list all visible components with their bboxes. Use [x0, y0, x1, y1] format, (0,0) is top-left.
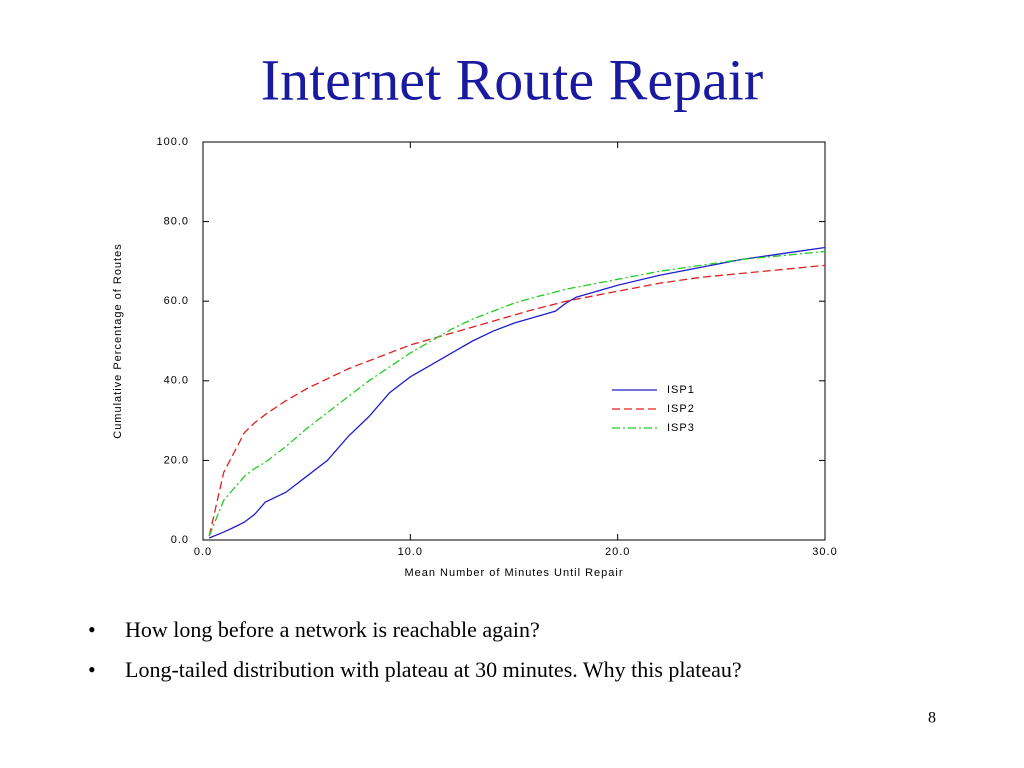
legend-label: ISP2 [667, 403, 695, 415]
y-tick-label: 40.0 [164, 375, 189, 387]
y-tick-label: 60.0 [164, 295, 189, 307]
y-tick-label: 0.0 [171, 534, 189, 546]
x-tick-label: 30.0 [812, 546, 837, 558]
series-line [208, 246, 826, 539]
plot-frame [202, 141, 826, 541]
x-tick-label: 10.0 [398, 546, 423, 558]
slide-title: Internet Route Repair [261, 47, 764, 112]
y-tick-label: 100.0 [156, 136, 189, 148]
bullet-dot: • [88, 657, 96, 682]
series-line [208, 264, 826, 537]
y-axis-label: Cumulative Percentage of Routes [112, 243, 124, 438]
page-number: 8 [928, 710, 936, 727]
y-tick-label: 20.0 [164, 454, 189, 466]
bullet: Long-tailed distribution with plateau at… [125, 657, 742, 682]
bullet-dot: • [88, 617, 96, 642]
bullet: How long before a network is reachable a… [125, 617, 540, 642]
legend-label: ISP3 [667, 422, 695, 434]
x-tick-label: 0.0 [194, 546, 212, 558]
series-line [208, 250, 826, 537]
y-tick-label: 80.0 [164, 216, 189, 228]
x-axis-label: Mean Number of Minutes Until Repair [404, 567, 623, 579]
legend-label: ISP1 [667, 384, 695, 396]
x-tick-label: 20.0 [605, 546, 630, 558]
